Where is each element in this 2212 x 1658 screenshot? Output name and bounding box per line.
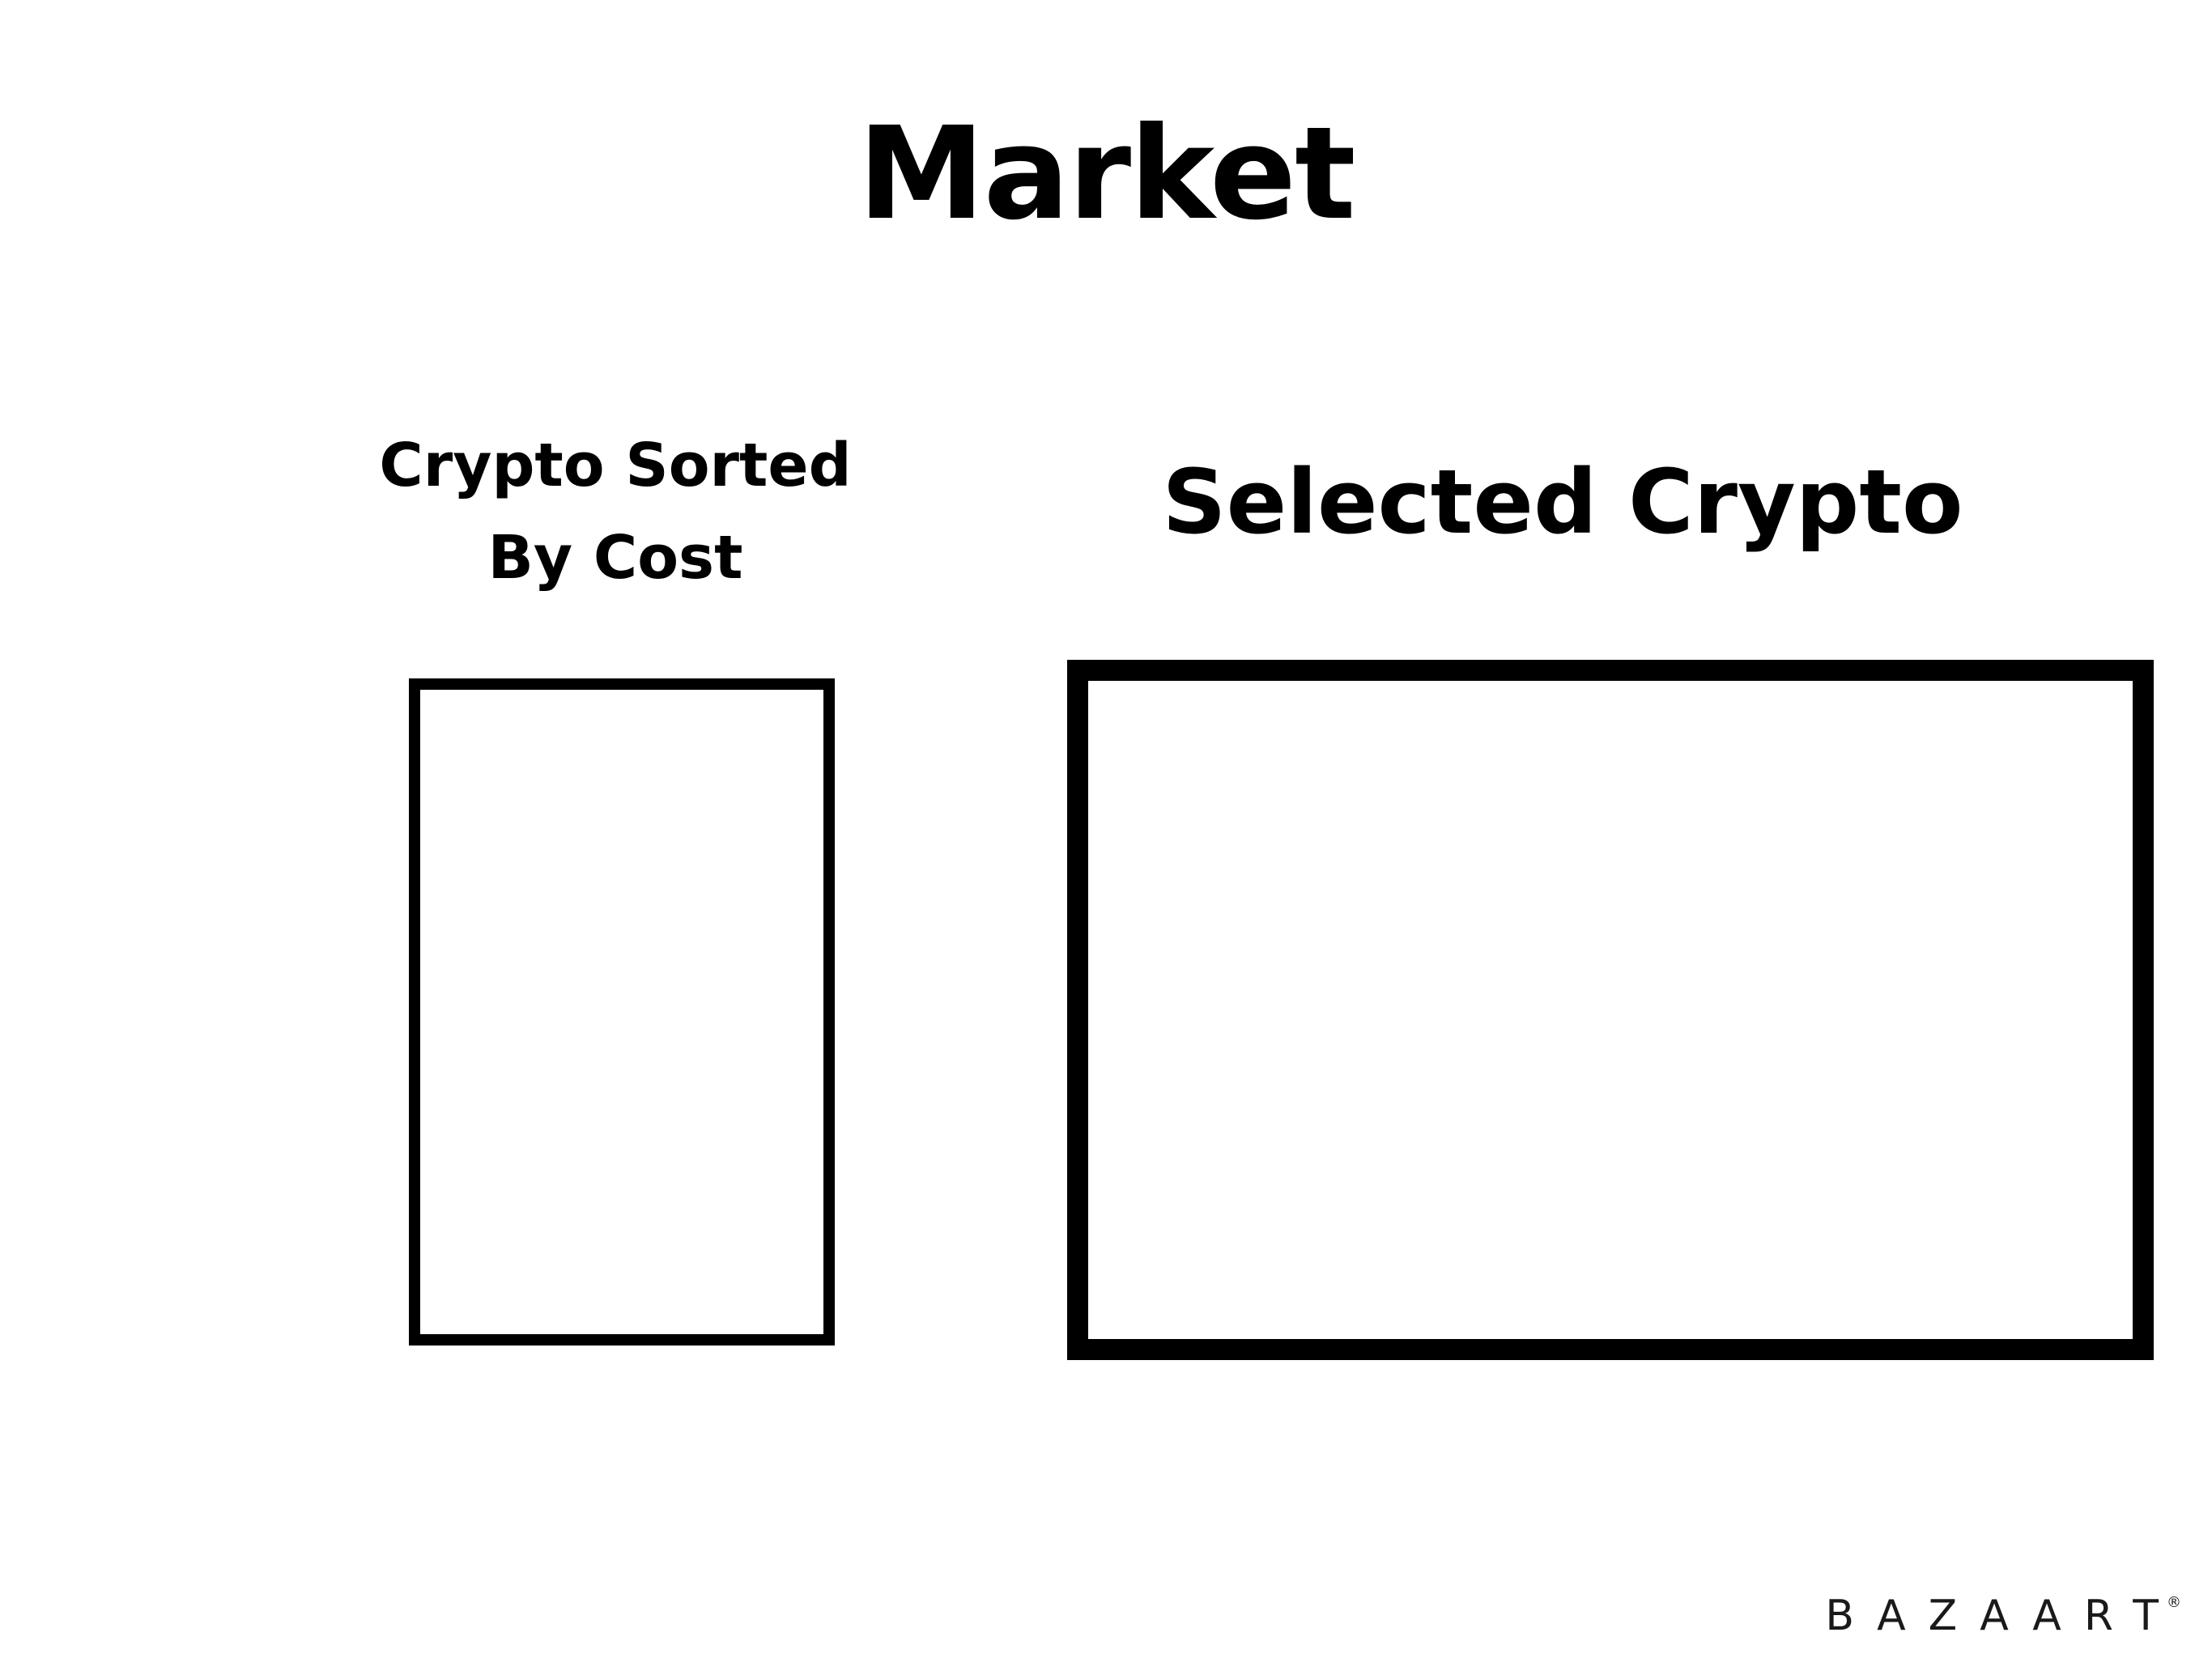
crypto-sorted-list-panel[interactable] [409, 678, 835, 1346]
registered-mark: ® [2167, 1594, 2181, 1611]
sorted-list-heading-line1: Crypto Sorted [379, 431, 852, 500]
sorted-list-heading: Crypto Sorted By Cost [372, 419, 858, 604]
selected-crypto-panel[interactable] [1067, 660, 2154, 1360]
watermark-text: BAZAART [1825, 1592, 2181, 1640]
page-title: Market [857, 100, 1355, 249]
bazaart-watermark-logo: BAZAART® [1825, 1579, 2181, 1640]
sorted-list-heading-line2: By Cost [487, 523, 743, 593]
selected-crypto-heading: Selected Crypto [1162, 450, 1963, 554]
